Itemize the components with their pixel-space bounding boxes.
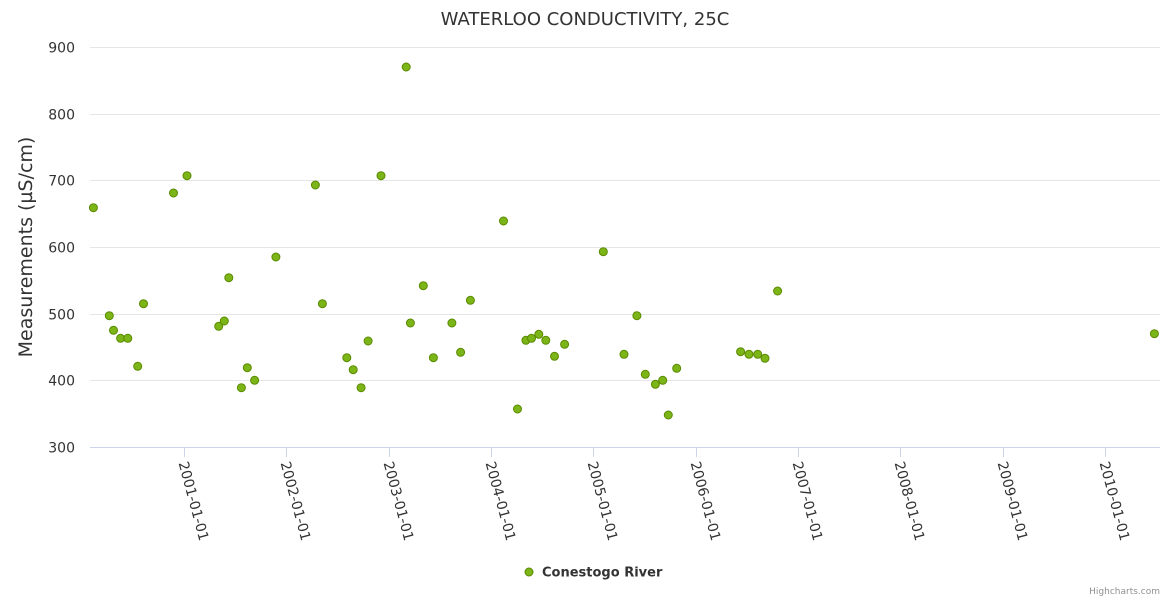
data-point[interactable]	[236, 383, 246, 393]
data-point[interactable]	[527, 333, 536, 343]
data-point[interactable]	[672, 363, 682, 373]
credits-link[interactable]: Highcharts.com	[1089, 587, 1160, 597]
legend[interactable]: Conestogo River	[524, 566, 663, 581]
data-point[interactable]	[88, 203, 98, 213]
y-tick-label: 600	[48, 241, 75, 257]
y-tick-label: 500	[48, 308, 75, 324]
data-point[interactable]	[465, 295, 475, 305]
data-point[interactable]	[550, 351, 559, 361]
data-point[interactable]	[619, 349, 629, 359]
data-point[interactable]	[342, 353, 352, 363]
data-point[interactable]	[560, 339, 570, 349]
data-point[interactable]	[271, 252, 281, 262]
grid-lines	[90, 47, 1160, 448]
data-point[interactable]	[773, 286, 783, 296]
data-point[interactable]	[640, 369, 650, 379]
data-point[interactable]	[401, 62, 411, 72]
data-point[interactable]	[736, 347, 746, 357]
data-point[interactable]	[534, 329, 544, 339]
data-point[interactable]	[224, 273, 234, 283]
data-point[interactable]	[109, 325, 118, 335]
data-point[interactable]	[182, 171, 192, 181]
data-point[interactable]	[219, 316, 229, 326]
data-point[interactable]	[760, 353, 770, 363]
data-point[interactable]	[744, 349, 754, 359]
data-point[interactable]	[1149, 329, 1159, 339]
chart-title: WATERLOO CONDUCTIVITY, 25C	[441, 9, 730, 30]
data-point[interactable]	[418, 281, 428, 291]
data-point[interactable]	[348, 365, 358, 375]
legend-label[interactable]: Conestogo River	[542, 566, 663, 581]
data-point[interactable]	[753, 349, 763, 359]
data-point[interactable]	[541, 335, 551, 345]
legend-marker	[524, 567, 534, 577]
y-axis-ticks: 300 400 500 600 700 800 900	[48, 41, 75, 457]
data-point[interactable]	[139, 299, 148, 309]
data-point[interactable]	[663, 410, 673, 420]
data-point[interactable]	[214, 321, 224, 331]
data-point[interactable]	[598, 247, 608, 257]
data-point[interactable]	[133, 361, 143, 371]
y-tick-label: 800	[48, 108, 75, 124]
data-point[interactable]	[123, 333, 133, 343]
data-point[interactable]	[499, 216, 508, 226]
y-axis-label: Measurements (µS/cm)	[15, 137, 37, 358]
series-conestogo-river	[88, 62, 1159, 420]
data-point[interactable]	[428, 353, 438, 363]
data-point[interactable]	[658, 375, 668, 385]
data-point[interactable]	[169, 188, 178, 198]
data-point[interactable]	[513, 404, 522, 414]
data-point[interactable]	[405, 318, 415, 328]
data-point[interactable]	[250, 375, 260, 385]
data-point[interactable]	[242, 363, 252, 373]
y-tick-label: 900	[48, 41, 75, 57]
data-point[interactable]	[650, 379, 660, 389]
data-point[interactable]	[104, 311, 114, 321]
y-tick-label: 700	[48, 174, 75, 190]
data-point[interactable]	[310, 180, 320, 190]
data-point[interactable]	[447, 318, 457, 328]
data-point[interactable]	[356, 383, 366, 393]
y-tick-label: 400	[48, 374, 75, 390]
y-tick-label: 300	[48, 441, 75, 457]
data-point[interactable]	[363, 336, 373, 346]
data-point[interactable]	[632, 311, 642, 321]
data-point[interactable]	[317, 299, 327, 309]
data-point[interactable]	[456, 347, 466, 357]
data-point[interactable]	[376, 171, 386, 181]
